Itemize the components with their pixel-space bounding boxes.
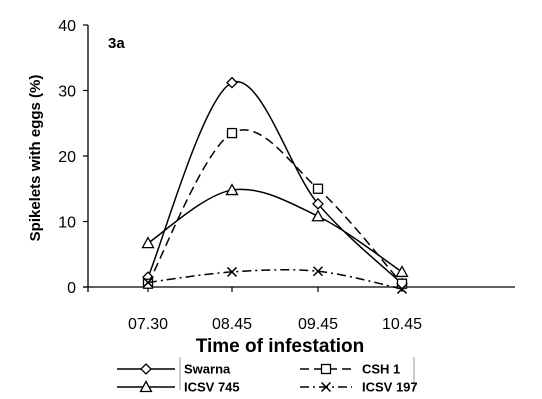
legend-label: Swarna: [184, 362, 231, 377]
legend-marker: [320, 381, 332, 393]
legend-entry-icsv-197: ICSV 197: [300, 380, 418, 395]
x-tick-label: 09.45: [298, 316, 338, 333]
legend-label: ICSV 745: [184, 380, 240, 395]
panel-label: 3a: [108, 35, 125, 52]
data-point-swarna: [312, 197, 324, 210]
axes: 0 10 20 30 40 07.30 08.45 09.45 10.45: [58, 18, 515, 333]
series-csh-1: [142, 127, 408, 289]
y-axis-title: Spikelets with eggs (%): [27, 75, 44, 242]
series-line-icsv-745: [147, 188, 403, 273]
legend-entry-csh-1: CSH 1: [300, 362, 400, 377]
series-icsv-745: [141, 183, 409, 278]
y-tick-label: 40: [58, 18, 76, 35]
y-tick-label: 30: [58, 84, 76, 101]
legend-marker: [140, 363, 152, 375]
data-point-icsv-745: [311, 209, 325, 222]
series-line-icsv-197: [147, 269, 403, 290]
legend-entry-icsv-745: ICSV 745: [117, 380, 240, 395]
data-point-icsv-745: [395, 265, 409, 278]
legend-marker: [139, 380, 153, 393]
x-tick-label: 08.45: [212, 316, 252, 333]
x-axis-title: Time of infestation: [196, 336, 365, 357]
data-point-icsv-197: [226, 266, 238, 277]
series-icsv-197: [142, 266, 408, 294]
series-line-csh-1: [147, 129, 403, 285]
y-tick-label: 0: [67, 280, 76, 297]
x-tick-label: 07.30: [128, 316, 168, 333]
legend-label: ICSV 197: [362, 380, 418, 395]
data-point-icsv-745: [225, 183, 239, 196]
data-point-icsv-197: [142, 277, 154, 288]
data-point-icsv-197: [396, 283, 408, 294]
legend-label: CSH 1: [362, 362, 400, 377]
series-line-swarna: [147, 80, 403, 285]
data-point-csh-1: [312, 183, 324, 194]
data-point-icsv-745: [141, 236, 155, 249]
data-point-csh-1: [142, 278, 154, 289]
data-point-swarna: [226, 76, 238, 89]
series-swarna: [142, 76, 408, 290]
y-tick-label: 10: [58, 215, 76, 232]
y-tick-label: 20: [58, 149, 76, 166]
x-tick-label: 10.45: [382, 316, 422, 333]
legend-entry-swarna: Swarna: [117, 362, 231, 377]
legend: Swarna CSH 1 ICSV 745 ICSV 197: [117, 357, 418, 395]
data-point-csh-1: [226, 127, 238, 139]
data-point-icsv-197: [312, 266, 324, 277]
series-layer: [141, 76, 409, 294]
legend-marker: [320, 363, 332, 375]
